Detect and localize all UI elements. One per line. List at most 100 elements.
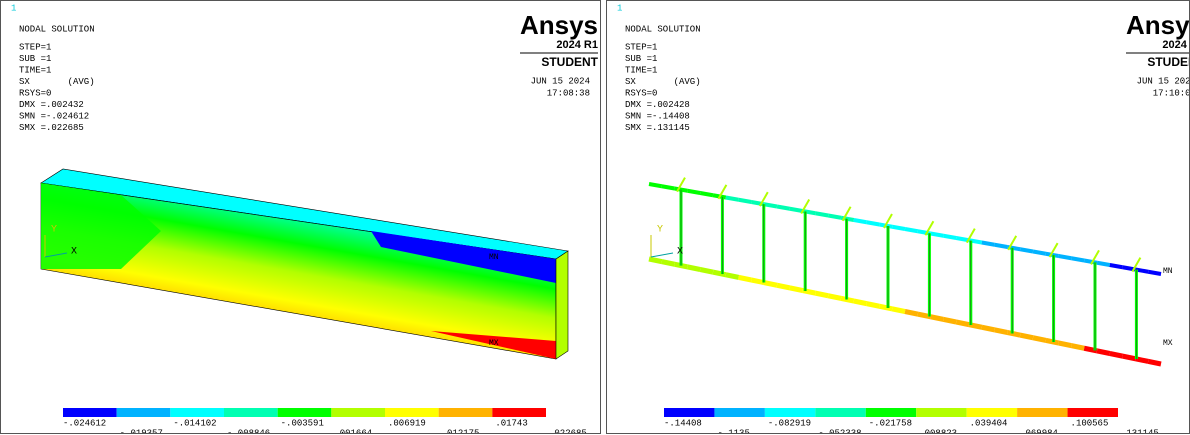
max-label: MX <box>489 339 499 348</box>
info-line: SMX =.131145 <box>625 123 690 133</box>
legend-label: .01743 <box>495 418 527 428</box>
info-line: SX (AVG) <box>19 77 95 87</box>
legend-swatch <box>439 408 493 417</box>
member <box>815 293 828 296</box>
member <box>790 209 803 211</box>
member <box>726 198 739 200</box>
info-line: TIME=1 <box>19 65 51 75</box>
member <box>905 229 918 231</box>
legend-label: -.014102 <box>173 418 216 428</box>
legend-swatch <box>1068 408 1118 417</box>
member <box>1110 354 1123 357</box>
member <box>1071 258 1084 260</box>
legend-swatch <box>224 408 278 417</box>
legend-label: .069984 <box>1020 428 1058 434</box>
member <box>662 262 675 265</box>
legend-label: .100565 <box>1071 418 1109 428</box>
member <box>662 186 675 188</box>
member <box>918 231 931 233</box>
window-number: 1 <box>11 3 16 13</box>
legend-label: -.1135 <box>717 428 749 434</box>
legend-label: .001664 <box>334 428 372 434</box>
info-line: SMN =-.024612 <box>19 111 89 121</box>
legend-label: -.052338 <box>818 428 861 434</box>
member <box>931 317 944 320</box>
member <box>777 207 790 209</box>
info-line: SUB =1 <box>625 54 657 64</box>
legend-label: .012175 <box>442 428 480 434</box>
member <box>1123 356 1136 359</box>
member <box>1110 265 1123 267</box>
triad-label: X <box>71 247 77 258</box>
edition: STUDENT <box>541 55 598 69</box>
time: 17:10:05 <box>1153 88 1190 98</box>
member <box>879 306 892 309</box>
legend-swatch <box>278 408 332 417</box>
legend-swatch <box>916 408 966 417</box>
member <box>1033 338 1046 341</box>
legend-label: -.008846 <box>227 428 270 434</box>
member <box>649 259 662 262</box>
legend-swatch <box>866 408 916 417</box>
viewport-canvas: 1NODAL SOLUTIONSTEP=1SUB =1TIME=1SX (AVG… <box>607 1 1190 434</box>
member <box>867 222 880 224</box>
right-face <box>556 251 568 359</box>
legend-label: .008823 <box>919 428 957 434</box>
member <box>1059 343 1072 346</box>
member <box>1020 249 1033 251</box>
member <box>956 238 969 240</box>
max-label: MX <box>1163 339 1173 348</box>
member <box>854 301 867 304</box>
member <box>943 236 956 238</box>
member <box>687 267 700 270</box>
member <box>892 309 905 312</box>
member <box>687 191 700 193</box>
legend-label: -.021758 <box>869 418 912 428</box>
legend-swatch <box>1017 408 1067 417</box>
member <box>1148 272 1161 274</box>
member <box>764 204 777 206</box>
legend-swatch <box>492 408 546 417</box>
legend-swatch <box>331 408 385 417</box>
plot-title: NODAL SOLUTION <box>19 24 95 34</box>
date: JUN 15 2024 <box>1137 76 1190 86</box>
member <box>982 327 995 330</box>
triad-x <box>651 253 673 257</box>
triad-label: Y <box>51 225 57 236</box>
info-line: SX (AVG) <box>625 77 701 87</box>
info-line: STEP=1 <box>625 42 657 52</box>
logo: Ansys <box>1126 10 1190 40</box>
info-line: DMX =.002428 <box>625 100 690 110</box>
member <box>726 275 739 278</box>
member <box>739 200 752 202</box>
legend-swatch <box>170 408 224 417</box>
info-line: SUB =1 <box>19 54 51 64</box>
legend-swatch <box>815 408 865 417</box>
edition: STUDENT <box>1147 55 1190 69</box>
member <box>739 277 752 280</box>
member <box>1071 346 1084 349</box>
member <box>790 288 803 291</box>
member <box>931 234 944 236</box>
member <box>956 322 969 325</box>
min-label: MN <box>489 253 499 262</box>
member <box>995 245 1008 247</box>
member <box>1007 333 1020 336</box>
member <box>815 213 828 215</box>
member <box>1059 256 1072 258</box>
legend-swatch <box>117 408 171 417</box>
member <box>700 270 713 273</box>
legend-swatch <box>664 408 714 417</box>
plot-title: NODAL SOLUTION <box>625 24 701 34</box>
legend-label: .039404 <box>970 418 1008 428</box>
legend-swatch <box>714 408 764 417</box>
window-number: 1 <box>617 3 622 13</box>
logo: Ansys <box>520 10 598 40</box>
version: 2024 R1 <box>1162 39 1190 51</box>
member <box>1097 263 1110 265</box>
member <box>1033 252 1046 254</box>
page: 1NODAL SOLUTIONSTEP=1SUB =1TIME=1SX (AVG… <box>0 0 1190 435</box>
member <box>943 319 956 322</box>
